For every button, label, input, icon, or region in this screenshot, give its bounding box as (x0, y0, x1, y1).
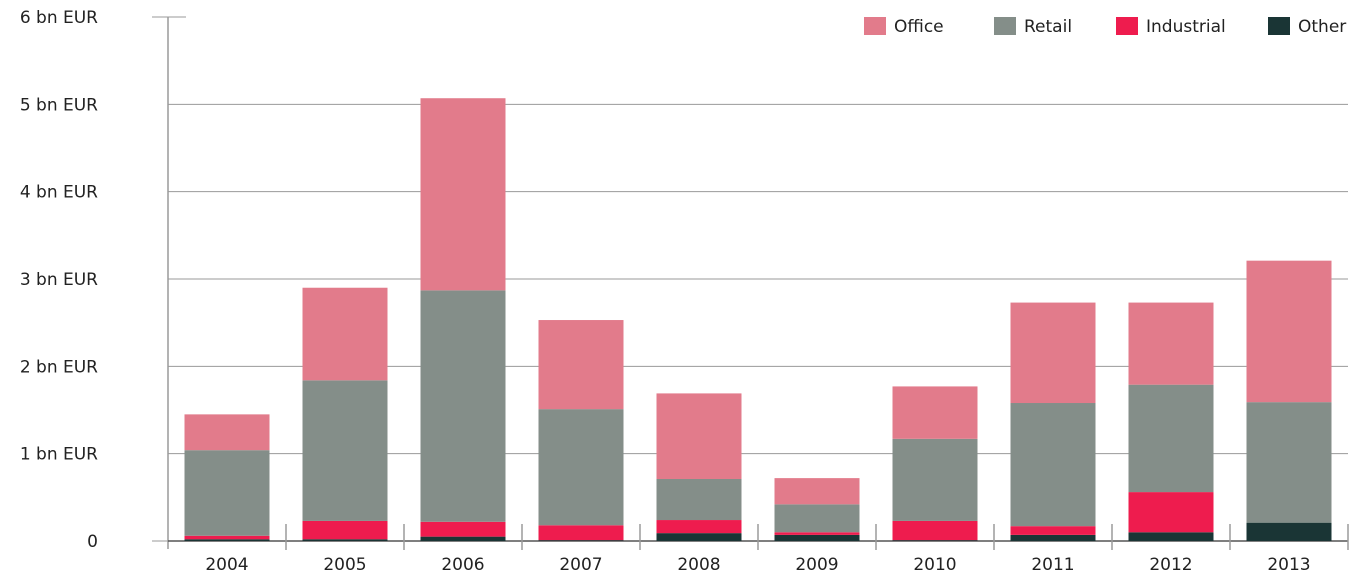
bar-segment (538, 409, 624, 526)
x-tick-label: 2006 (441, 555, 484, 575)
y-tick-label: 0 (87, 532, 98, 552)
y-tick-label: 1 bn EUR (20, 445, 98, 465)
bar-segment (1010, 534, 1096, 541)
bar-segment (420, 98, 506, 291)
y-tick-label: 4 bn EUR (20, 183, 98, 203)
bar-segment (302, 539, 388, 541)
bar-segment (302, 380, 388, 521)
bar-segment (1010, 526, 1096, 535)
bar-segment (892, 386, 978, 439)
x-tick-label: 2012 (1149, 555, 1192, 575)
y-tick-label: 2 bn EUR (20, 357, 98, 377)
x-tick-label: 2009 (795, 555, 838, 575)
bar-segment (656, 393, 742, 479)
bar-segment (302, 287, 388, 381)
bar-segment (302, 520, 388, 540)
bar-segment (1128, 384, 1214, 493)
bar-segment (892, 540, 978, 541)
legend-label: Office (894, 17, 944, 37)
x-tick-label: 2011 (1031, 555, 1074, 575)
legend-swatch (1268, 17, 1290, 35)
bar-segment (892, 438, 978, 521)
legend-label: Other (1298, 17, 1346, 37)
x-tick-label: 2013 (1267, 555, 1310, 575)
bar-segment (774, 532, 860, 535)
bar-segment (184, 414, 270, 451)
bar-segment (892, 520, 978, 541)
bar-segment (184, 539, 270, 541)
y-tick-label: 3 bn EUR (20, 270, 98, 290)
bar-segment (538, 525, 624, 541)
bar-segment (774, 504, 860, 533)
bar-segment (1010, 403, 1096, 527)
bar-segment (1246, 522, 1332, 541)
x-tick-label: 2007 (559, 555, 602, 575)
x-tick-label: 2005 (323, 555, 366, 575)
legend-swatch (1116, 17, 1138, 35)
bar-segment (656, 520, 742, 534)
bar-segment (1128, 302, 1214, 385)
x-tick-label: 2010 (913, 555, 956, 575)
y-tick-label: 5 bn EUR (20, 95, 98, 115)
bar-segment (538, 540, 624, 541)
legend-label: Industrial (1146, 17, 1226, 37)
bar-segment (420, 521, 506, 537)
bar-segment (1128, 492, 1214, 533)
x-tick-label: 2008 (677, 555, 720, 575)
bar-segment (1246, 402, 1332, 523)
y-tick-label: 6 bn EUR (20, 8, 98, 28)
bar-segment (538, 320, 624, 410)
bar-segment (184, 450, 270, 536)
bar-segment (774, 534, 860, 541)
x-tick-label: 2004 (205, 555, 248, 575)
bar-segment (656, 533, 742, 541)
bar-segment (1246, 260, 1332, 403)
legend-label: Retail (1024, 17, 1072, 37)
bar-segment (420, 290, 506, 522)
bar-segment (774, 478, 860, 505)
bar-segment (420, 536, 506, 541)
bar-segment (184, 535, 270, 540)
legend-swatch (864, 17, 886, 35)
bar-segment (656, 478, 742, 521)
bar-segment (1010, 302, 1096, 404)
bar-segment (1128, 532, 1214, 541)
legend-swatch (994, 17, 1016, 35)
